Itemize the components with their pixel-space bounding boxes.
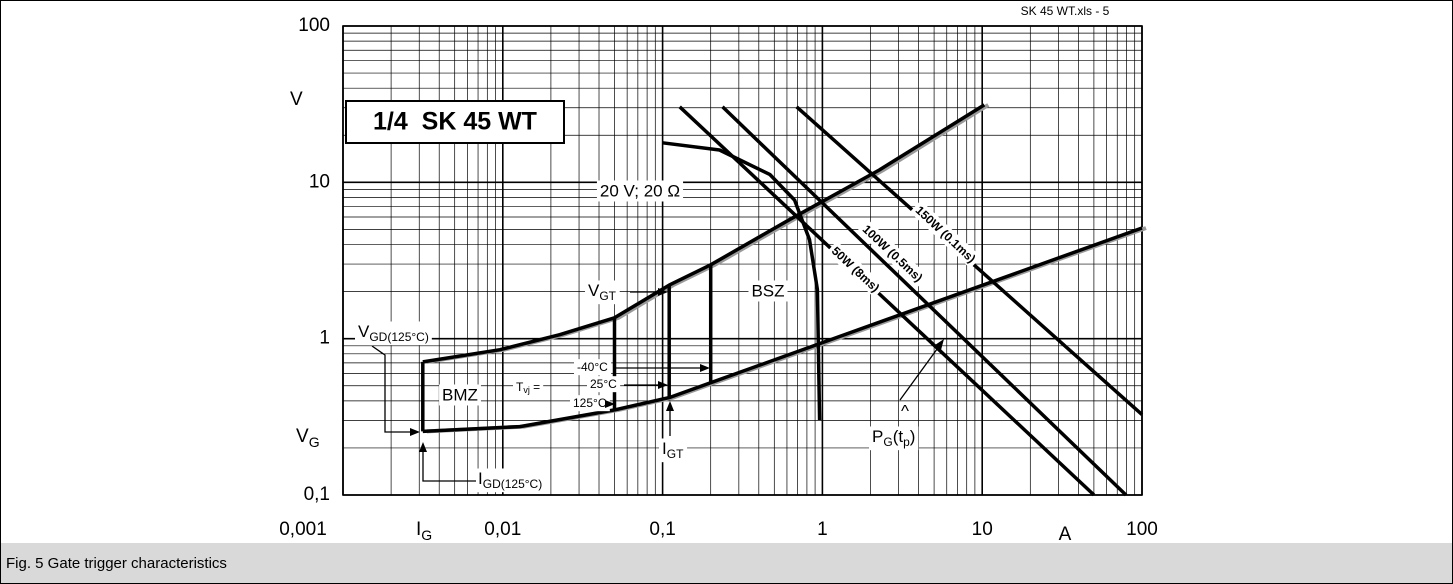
lines [421, 103, 1147, 497]
labels: SK 45 WT.xls - 5 1/4 SK 45 WT 20 V; 20 Ω… [290, 4, 1110, 545]
label-background [574, 359, 612, 376]
arrow-head [419, 442, 427, 452]
y-axis-label: V [290, 89, 303, 110]
series-line [662, 141, 822, 421]
label-background [909, 200, 982, 269]
axes: 0,001 0,01 0,1 1 10 100 0,1 1 10 100 [279, 15, 1158, 540]
annotation: ^ [901, 401, 909, 420]
y-symbol: VG [296, 426, 320, 450]
plot-border [342, 25, 1143, 496]
label-background [439, 384, 481, 406]
label-background [869, 426, 919, 451]
arrow [899, 344, 941, 401]
caption-bar [1, 543, 1452, 583]
x-symbol: IG [416, 519, 432, 543]
label-background [570, 395, 610, 412]
annotation: VGT [588, 281, 617, 303]
x-tick-label: 0,1 [649, 519, 675, 540]
arrow-head [658, 381, 668, 389]
x-tick-label: 0,01 [484, 519, 521, 540]
label-background [596, 180, 684, 202]
annotation: PG(tp) [872, 427, 915, 449]
label-background [587, 376, 621, 393]
label-background [475, 468, 546, 493]
plot-background [343, 26, 1142, 495]
y-tick-label: 100 [298, 15, 330, 36]
annotation: 25°C [590, 377, 617, 391]
label-background [748, 280, 788, 302]
annotation: 125°C [573, 396, 607, 410]
arrow [422, 448, 476, 482]
zone-label: BSZ [751, 281, 784, 300]
arrow-head [605, 400, 615, 408]
x-tick-label: 0,001 [279, 519, 327, 540]
y-tick-label: 10 [309, 171, 330, 192]
arrow-head [410, 428, 420, 436]
y-tick-label: 1 [319, 328, 330, 349]
annotation: Tvj = [516, 380, 540, 395]
label-background [659, 438, 688, 463]
series-line [678, 105, 1096, 497]
caption: Fig. 5 Gate trigger characteristics [6, 555, 227, 572]
device-box [345, 100, 565, 144]
annotation: VGD(125°C) [358, 322, 429, 344]
series-line [721, 105, 1128, 497]
label-background [513, 379, 544, 397]
arrow-head [700, 364, 710, 372]
annotation: IGT [662, 439, 684, 461]
series-label: 20 V; 20 Ω [600, 181, 680, 200]
y-tick-label: 0,1 [304, 484, 330, 505]
arrow-head [935, 339, 944, 350]
arrow-head [666, 401, 674, 411]
device-title: 1/4 SK 45 WT [373, 108, 537, 136]
arrow-head [658, 288, 668, 296]
annotation: IGD(125°C) [478, 469, 542, 491]
file-name: SK 45 WT.xls - 5 [1021, 4, 1110, 18]
x-tick-label: 10 [972, 519, 993, 540]
grid [342, 25, 1143, 496]
x-tick-label: 1 [817, 519, 828, 540]
label-background [585, 280, 620, 305]
label-background [825, 241, 886, 298]
x-axis-label: A [1059, 524, 1072, 545]
annotation: -40°C [577, 360, 608, 374]
label-background [355, 321, 432, 346]
label-background [856, 219, 929, 288]
zone-label: BMZ [442, 385, 478, 404]
arrow [371, 345, 414, 433]
x-tick-label: 100 [1126, 519, 1158, 540]
